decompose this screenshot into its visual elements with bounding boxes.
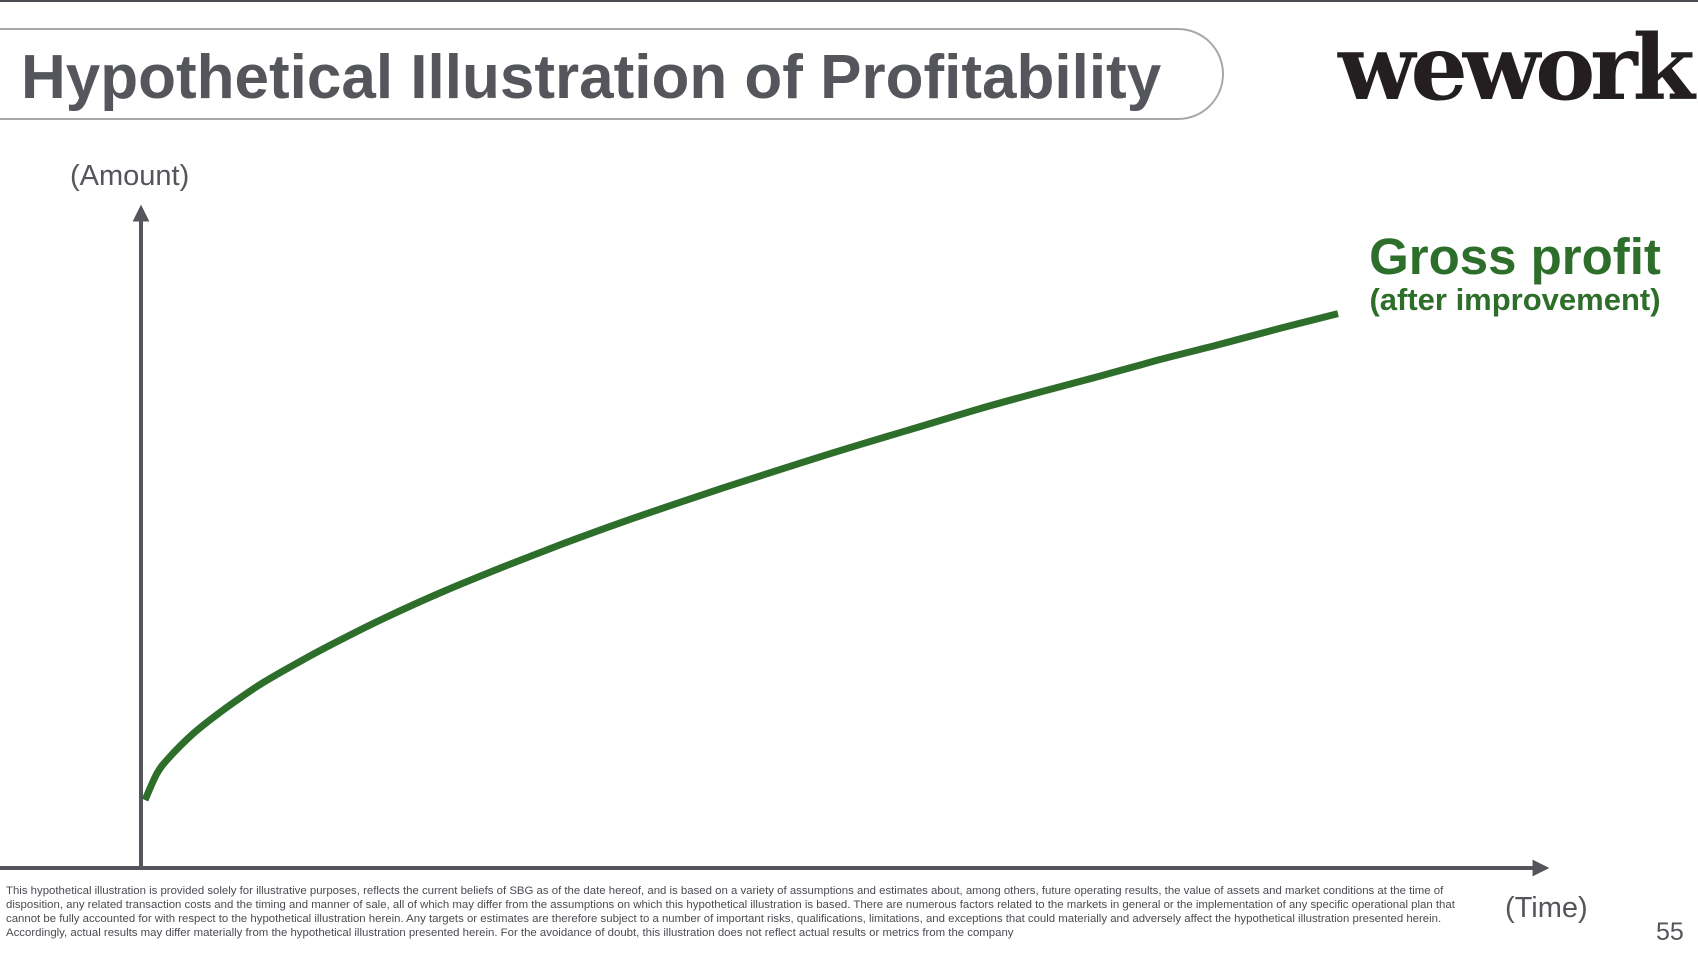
disclaimer-text: This hypothetical illustration is provid… (6, 885, 1455, 939)
slide-title: Hypothetical Illustration of Profitabili… (21, 43, 1162, 112)
series-label-after-improvement: (after improvement) (1369, 282, 1660, 317)
wework-logo: wework (1338, 15, 1695, 121)
title-frame (0, 28, 1224, 120)
page-number: 55 (1656, 918, 1684, 946)
series-label-gross-profit: Gross profit (1369, 228, 1661, 285)
x-axis-label: (Time) (1505, 892, 1588, 924)
top-rule (0, 0, 1698, 2)
gross-profit-line (141, 310, 1339, 802)
y-axis-label: (Amount) (70, 160, 189, 192)
